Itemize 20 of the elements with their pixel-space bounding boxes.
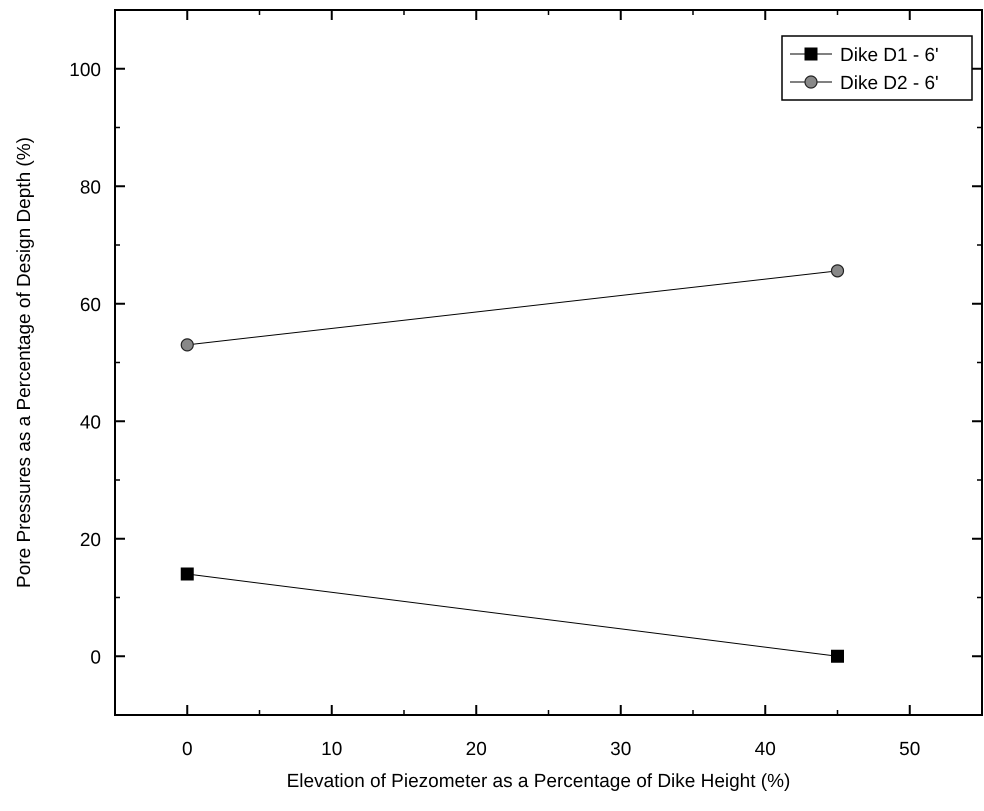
legend-label: Dike D1 - 6'	[840, 45, 939, 66]
x-tick-label: 30	[610, 739, 632, 760]
point	[830, 264, 844, 278]
y-tick-label: 40	[80, 412, 101, 434]
y-tick-label: 0	[90, 647, 101, 668]
point	[831, 650, 844, 663]
y-tick-label: 20	[80, 530, 101, 551]
x-axis-title: Elevation of Piezometer as a Percentage of Dike Height (%)	[286, 771, 790, 792]
x-tick-label: 10	[321, 739, 342, 760]
point	[180, 338, 194, 352]
y-tick-label: 100	[69, 60, 101, 81]
point	[180, 568, 194, 580]
x-tick-label: 50	[899, 739, 920, 760]
y-tick-label: 60	[80, 294, 101, 316]
x-tick-label: 20	[466, 739, 487, 760]
y-tick-label: 80	[80, 177, 101, 198]
x-tick-label: 0	[182, 739, 193, 760]
legend-label: Dike D2 - 6'	[840, 73, 939, 94]
y-axis-title: Pore Pressures as a Percentage of Design Depth (%)	[14, 137, 35, 588]
x-tick-label: 40	[754, 739, 776, 760]
